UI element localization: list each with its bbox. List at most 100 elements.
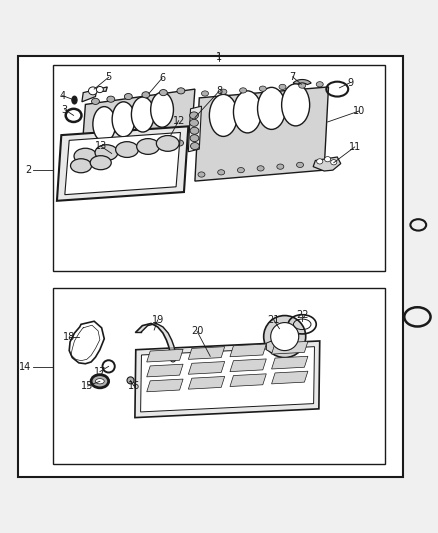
- Ellipse shape: [325, 157, 331, 162]
- Ellipse shape: [190, 112, 198, 119]
- Ellipse shape: [116, 142, 138, 157]
- Ellipse shape: [271, 322, 299, 351]
- Ellipse shape: [112, 102, 135, 137]
- Polygon shape: [230, 374, 266, 386]
- Ellipse shape: [198, 172, 205, 177]
- Text: 14: 14: [19, 362, 32, 372]
- Polygon shape: [188, 361, 225, 374]
- Ellipse shape: [127, 377, 134, 384]
- Text: 5: 5: [106, 72, 112, 82]
- Text: 10: 10: [353, 106, 365, 116]
- Polygon shape: [272, 371, 308, 384]
- Text: 21: 21: [268, 315, 280, 325]
- Polygon shape: [82, 87, 107, 102]
- Text: 7: 7: [290, 72, 296, 82]
- Polygon shape: [272, 356, 308, 369]
- Ellipse shape: [177, 88, 185, 94]
- Text: 6: 6: [159, 73, 165, 83]
- Text: 8: 8: [216, 86, 222, 96]
- Text: 2: 2: [25, 165, 32, 175]
- Ellipse shape: [91, 375, 109, 388]
- Polygon shape: [57, 126, 188, 201]
- Polygon shape: [195, 87, 328, 181]
- Polygon shape: [147, 349, 183, 362]
- Text: 3: 3: [62, 104, 68, 115]
- Polygon shape: [230, 359, 266, 372]
- Ellipse shape: [88, 153, 96, 159]
- Polygon shape: [293, 79, 311, 85]
- Text: 19: 19: [152, 315, 164, 325]
- Polygon shape: [313, 157, 341, 171]
- Ellipse shape: [209, 94, 237, 136]
- Polygon shape: [81, 89, 195, 164]
- Ellipse shape: [141, 145, 148, 151]
- Text: 17: 17: [94, 367, 106, 377]
- Ellipse shape: [258, 87, 286, 130]
- Polygon shape: [188, 346, 225, 359]
- Ellipse shape: [90, 156, 111, 169]
- Polygon shape: [135, 341, 320, 418]
- Text: 1: 1: [216, 52, 222, 62]
- Ellipse shape: [315, 160, 322, 166]
- Ellipse shape: [220, 89, 227, 94]
- Polygon shape: [272, 342, 308, 354]
- Ellipse shape: [92, 98, 99, 104]
- Polygon shape: [147, 364, 183, 377]
- Bar: [53, 65, 385, 271]
- Text: 9: 9: [347, 77, 353, 87]
- Ellipse shape: [137, 139, 159, 155]
- Polygon shape: [188, 376, 225, 389]
- Ellipse shape: [131, 97, 154, 132]
- Ellipse shape: [190, 135, 199, 142]
- Text: 15: 15: [81, 381, 94, 391]
- Ellipse shape: [158, 142, 166, 149]
- Text: 22: 22: [296, 310, 308, 320]
- Ellipse shape: [88, 87, 97, 95]
- Ellipse shape: [297, 162, 304, 167]
- Polygon shape: [141, 346, 314, 412]
- Ellipse shape: [191, 142, 199, 150]
- Ellipse shape: [316, 82, 323, 87]
- Text: 18: 18: [63, 332, 75, 342]
- Ellipse shape: [237, 167, 244, 173]
- Ellipse shape: [233, 91, 261, 133]
- Ellipse shape: [176, 140, 184, 146]
- Text: 20: 20: [191, 326, 203, 336]
- Text: 12: 12: [173, 116, 185, 126]
- Ellipse shape: [201, 91, 208, 96]
- Ellipse shape: [317, 159, 323, 164]
- Ellipse shape: [190, 119, 198, 126]
- Bar: [18, 56, 403, 477]
- Ellipse shape: [159, 90, 167, 96]
- Ellipse shape: [95, 378, 104, 384]
- Ellipse shape: [142, 92, 150, 98]
- Ellipse shape: [151, 92, 173, 127]
- Text: 16: 16: [127, 381, 140, 391]
- Ellipse shape: [74, 148, 97, 164]
- Ellipse shape: [170, 357, 176, 362]
- Polygon shape: [147, 379, 183, 392]
- Ellipse shape: [257, 166, 264, 171]
- Text: 4: 4: [60, 91, 66, 101]
- Ellipse shape: [299, 83, 306, 88]
- Ellipse shape: [218, 169, 225, 175]
- Ellipse shape: [279, 84, 286, 90]
- Ellipse shape: [95, 145, 118, 160]
- Ellipse shape: [156, 135, 179, 151]
- Ellipse shape: [282, 84, 310, 126]
- Text: 11: 11: [349, 142, 361, 152]
- Ellipse shape: [96, 86, 103, 93]
- Ellipse shape: [106, 150, 113, 157]
- Ellipse shape: [107, 96, 115, 102]
- Ellipse shape: [72, 96, 77, 104]
- Text: 13: 13: [95, 141, 107, 151]
- Ellipse shape: [93, 107, 116, 142]
- Polygon shape: [266, 341, 276, 353]
- Ellipse shape: [240, 88, 247, 93]
- Ellipse shape: [264, 316, 306, 358]
- Ellipse shape: [259, 86, 266, 91]
- Ellipse shape: [190, 127, 199, 134]
- Polygon shape: [188, 106, 201, 152]
- Ellipse shape: [123, 148, 131, 154]
- Bar: [53, 288, 385, 464]
